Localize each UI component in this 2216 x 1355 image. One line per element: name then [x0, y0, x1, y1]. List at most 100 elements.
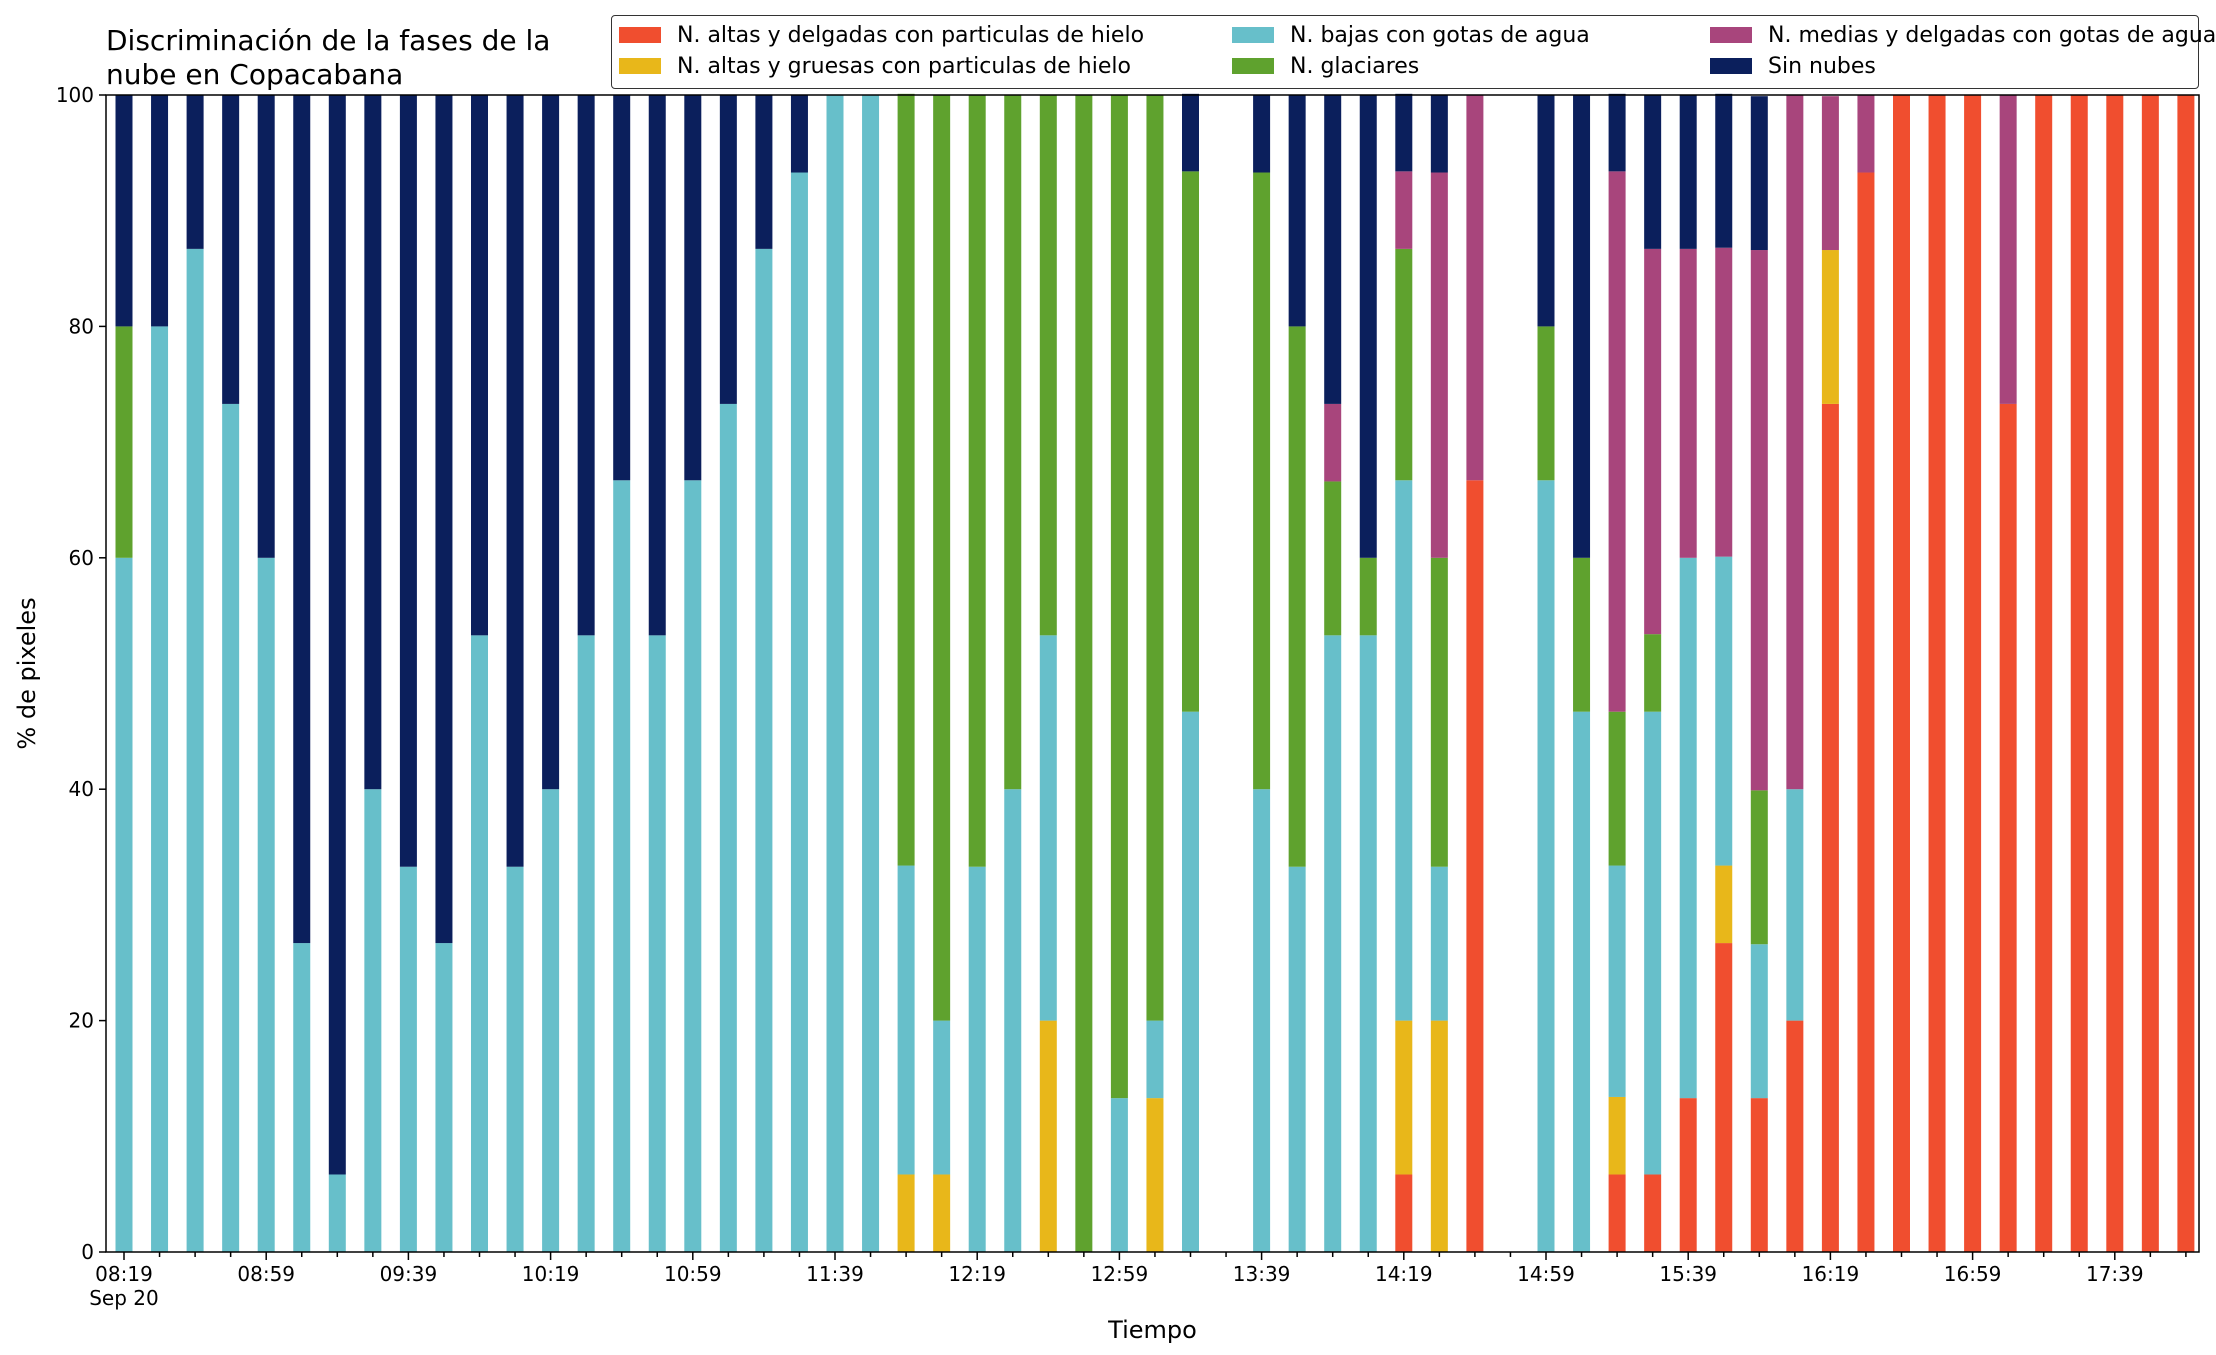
bar-segment-s2-0 [115, 557, 133, 1252]
bar-segment-s2-8 [399, 866, 417, 1252]
bar-segment-s0-45 [1715, 943, 1733, 1252]
bar-segment-s2-4 [257, 557, 275, 1252]
bar-segment-s3-42 [1608, 711, 1626, 866]
bar-segment-s1-45 [1715, 865, 1733, 944]
bar-segment-s5-18 [755, 95, 773, 249]
bar-segment-s5-40 [1537, 95, 1555, 327]
bar-segment-s2-1 [151, 326, 169, 1252]
bar-segment-s0-50 [1893, 95, 1910, 1252]
bar-segment-s1-29 [1146, 1098, 1164, 1252]
bar-segment-s2-45 [1715, 556, 1733, 866]
bar-segment-s5-19 [790, 95, 808, 173]
bar-segment-s5-35 [1359, 95, 1377, 558]
bar-segment-s0-53 [1999, 403, 2017, 1252]
bar-segment-s0-56 [2106, 95, 2124, 1252]
bar-segment-s4-36 [1395, 171, 1413, 249]
x-axis-label: Tiempo [1107, 1316, 1197, 1344]
bar-segment-s0-46 [1750, 1098, 1768, 1252]
bar-segment-s3-33 [1288, 326, 1306, 867]
bar-segment-s2-11 [506, 866, 524, 1252]
bar-segment-s2-14 [613, 480, 631, 1252]
bar-segment-s3-30 [1182, 171, 1199, 712]
x-tick-label: 16:19 [1802, 1262, 1860, 1286]
bar-segment-s2-47 [1786, 789, 1804, 1021]
x-tick-label: 17:39 [2086, 1262, 2144, 1286]
bar-segment-s0-36 [1395, 1174, 1413, 1252]
bar-segment-s3-29 [1146, 95, 1164, 1021]
bar-segment-s3-26 [1039, 95, 1057, 636]
bar-segment-s2-2 [186, 248, 204, 1252]
x-tick-label: 14:19 [1375, 1262, 1433, 1286]
legend-label: N. glaciares [1290, 53, 1420, 79]
bar-segment-s4-34 [1324, 403, 1342, 482]
bar-segment-s1-36 [1395, 1020, 1413, 1175]
bar-segment-s2-5 [293, 943, 311, 1252]
x-tick-label: 09:39 [380, 1262, 438, 1286]
bar-segment-s5-34 [1324, 95, 1342, 404]
bar-segment-s5-0 [115, 95, 133, 327]
y-tick-label: 20 [69, 1009, 94, 1033]
bar-segment-s2-22 [897, 865, 915, 1175]
bar-segment-s2-20 [826, 95, 844, 1252]
bar-segment-s3-40 [1537, 326, 1555, 481]
bar-segment-s2-17 [719, 403, 737, 1252]
y-tick-label: 100 [56, 83, 94, 107]
bar-segment-s4-37 [1430, 172, 1448, 558]
legend-swatch [619, 58, 661, 74]
bar-segment-s5-30 [1182, 93, 1199, 172]
chart-title: Discriminación de la fases de la nube en… [106, 24, 551, 91]
bar-segment-s1-37 [1430, 1020, 1448, 1252]
x-tick-label: 12:19 [948, 1262, 1006, 1286]
legend-item: N. altas y delgadas con particulas de hi… [619, 20, 1144, 50]
bar-segment-s2-34 [1324, 635, 1342, 1252]
bar-segment-s1-22 [897, 1174, 915, 1252]
bar-segment-s2-28 [1110, 1098, 1128, 1252]
bar-segment-s5-10 [471, 95, 488, 636]
bar-segment-s5-44 [1679, 95, 1697, 249]
bar-segment-s2-46 [1750, 944, 1768, 1099]
bar-segment-s4-47 [1786, 95, 1804, 790]
legend-label: Sin nubes [1768, 53, 1876, 79]
bar-segment-s0-54 [2035, 95, 2053, 1252]
plot-frame [105, 94, 2200, 1253]
bar-segment-s5-17 [719, 95, 737, 404]
bar-segment-s3-36 [1395, 248, 1413, 481]
bar-segment-s2-43 [1644, 711, 1662, 1175]
x-tick-label: 10:19 [522, 1262, 580, 1286]
bar-segment-s3-28 [1110, 95, 1128, 1099]
y-axis-label: % de pixeles [13, 597, 41, 749]
bar-segment-s2-44 [1679, 557, 1697, 1099]
x-tick-label: 08:19 [95, 1262, 153, 1286]
bar-segment-s0-51 [1928, 95, 1946, 1252]
bar-segment-s2-23 [933, 1020, 951, 1175]
bar-segment-s5-37 [1430, 95, 1448, 173]
bar-segment-s0-52 [1964, 95, 1982, 1252]
bar-segment-s3-27 [1075, 95, 1093, 1252]
bar-segment-s3-32 [1253, 172, 1271, 790]
y-axis: 0 20 40 60 80 100 [56, 83, 106, 1264]
legend-label: N. altas y delgadas con particulas de hi… [677, 22, 1145, 48]
bar-segment-s3-43 [1644, 634, 1662, 712]
x-tick-label: 08:59 [237, 1262, 295, 1286]
bar-segment-s2-16 [684, 480, 702, 1252]
legend-item: N. altas y gruesas con particulas de hie… [619, 51, 1131, 81]
bar-segment-s2-18 [755, 248, 773, 1252]
legend: N. altas y delgadas con particulas de hi… [611, 15, 2216, 89]
legend-item: Sin nubes [1710, 51, 1876, 81]
bar-segment-s5-6 [328, 95, 346, 1175]
x-tick-label: 11:39 [806, 1262, 864, 1286]
bar-segment-s2-19 [790, 172, 808, 1252]
bar-segment-s0-43 [1644, 1174, 1662, 1252]
bar-segment-s5-1 [151, 95, 169, 327]
bar-segment-s5-36 [1395, 93, 1413, 172]
bar-segment-s5-14 [613, 95, 631, 481]
bar-segment-s2-7 [364, 789, 382, 1252]
y-tick-label: 60 [69, 546, 94, 570]
bar-segment-s2-36 [1395, 480, 1413, 1021]
bar-segment-s2-33 [1288, 866, 1306, 1252]
bar-segment-s1-42 [1608, 1096, 1626, 1175]
legend-swatch [619, 27, 661, 43]
legend-label: N. altas y gruesas con particulas de hie… [677, 53, 1131, 79]
bar-segment-s0-58 [2177, 95, 2195, 1252]
bar-segment-s0-48 [1821, 403, 1839, 1252]
